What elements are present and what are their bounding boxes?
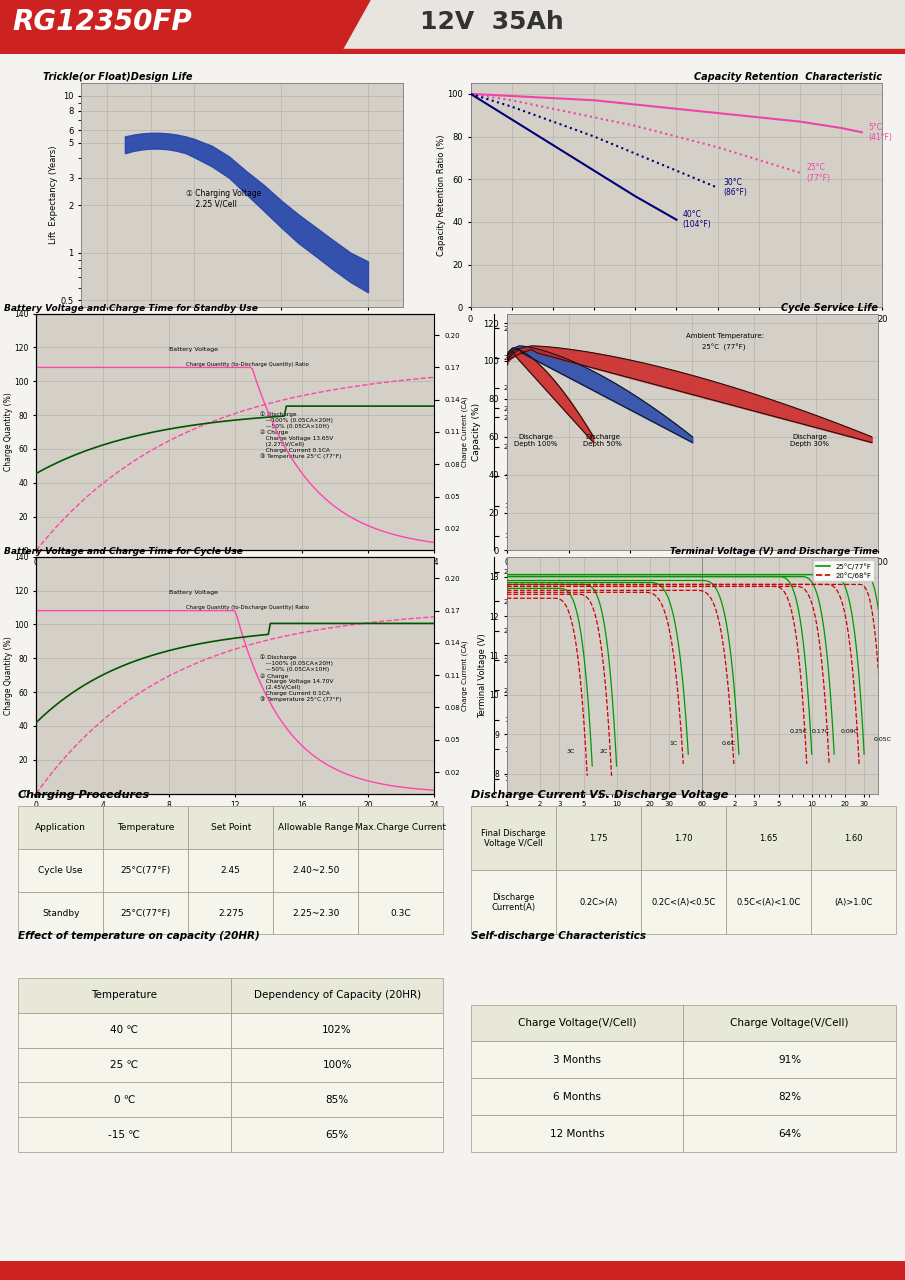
Text: Cycle Service Life: Cycle Service Life [781, 303, 878, 312]
Text: Ambient Temperature:: Ambient Temperature: [686, 333, 764, 339]
Text: 3C: 3C [567, 749, 575, 754]
Text: 12V  35Ah: 12V 35Ah [420, 10, 564, 33]
Text: 2  3   5    10    20 30: 2 3 5 10 20 30 [722, 826, 786, 831]
Text: ① Discharge
   —100% (0.05CA×20H)
   —50% (0.05CA×10H)
② Charge
   Charge Voltag: ① Discharge —100% (0.05CA×20H) —50% (0.0… [261, 655, 342, 703]
Y-axis label: Lift  Expectancy (Years): Lift Expectancy (Years) [49, 146, 58, 244]
Text: Discharge
Depth 50%: Discharge Depth 50% [583, 434, 622, 447]
Y-axis label: Charge Current (CA): Charge Current (CA) [462, 640, 468, 710]
Text: 0.17C: 0.17C [812, 730, 830, 735]
Text: Self-discharge Characteristics: Self-discharge Characteristics [471, 931, 645, 941]
X-axis label: Storage Period (Month): Storage Period (Month) [624, 329, 729, 338]
Text: 0.09C: 0.09C [841, 730, 859, 735]
Text: Terminal Voltage (V) and Discharge Time: Terminal Voltage (V) and Discharge Time [670, 547, 878, 556]
Y-axis label: Charge Quantity (%): Charge Quantity (%) [4, 636, 13, 714]
X-axis label: Number of Cycles (Times): Number of Cycles (Times) [634, 572, 751, 581]
Text: 0.25C: 0.25C [790, 730, 808, 735]
Y-axis label: Battery Voltage (V)/Per Cell: Battery Voltage (V)/Per Cell [517, 632, 521, 718]
Bar [0, 49, 905, 54]
Text: 25°C  (77°F): 25°C (77°F) [701, 344, 745, 351]
Text: 30°C
(86°F): 30°C (86°F) [724, 178, 748, 197]
Y-axis label: Terminal Voltage (V): Terminal Voltage (V) [478, 632, 487, 718]
Text: 0.6C: 0.6C [721, 741, 736, 746]
Text: $\longleftarrow$ Hr $\longrightarrow$: $\longleftarrow$ Hr $\longrightarrow$ [765, 832, 805, 844]
X-axis label: Temperature (°C): Temperature (°C) [203, 329, 281, 338]
Text: Charging Procedures: Charging Procedures [18, 790, 149, 800]
Text: Discharge
Depth 100%: Discharge Depth 100% [514, 434, 557, 447]
Text: RG12350FP: RG12350FP [12, 8, 192, 36]
Text: 40°C
(104°F): 40°C (104°F) [682, 210, 711, 229]
Text: Battery Voltage and Charge Time for Cycle Use: Battery Voltage and Charge Time for Cycl… [5, 547, 243, 556]
Text: Capacity Retention  Characteristic: Capacity Retention Characteristic [694, 73, 882, 82]
Y-axis label: Charge Current (CA): Charge Current (CA) [462, 397, 468, 467]
X-axis label: Charge Time (H): Charge Time (H) [198, 815, 272, 824]
X-axis label: Discharge Time (Min): Discharge Time (Min) [644, 813, 740, 822]
Text: 1  2  3   5   10  20 30  60: 1 2 3 5 10 20 30 60 [518, 826, 595, 831]
Text: Battery Voltage: Battery Voltage [169, 347, 218, 352]
Text: 1C: 1C [669, 741, 677, 746]
Y-axis label: Battery Voltage (V)/Per Cell: Battery Voltage (V)/Per Cell [521, 389, 526, 475]
X-axis label: Charge Time (H): Charge Time (H) [198, 572, 272, 581]
Y-axis label: Charge Quantity (%): Charge Quantity (%) [4, 393, 13, 471]
Text: Discharge Current VS. Discharge Voltage: Discharge Current VS. Discharge Voltage [471, 790, 728, 800]
Text: Battery Voltage: Battery Voltage [169, 590, 218, 595]
Text: 5°C
(41°F): 5°C (41°F) [868, 123, 891, 142]
Text: 25°C
(77°F): 25°C (77°F) [806, 163, 830, 183]
Polygon shape [0, 0, 370, 54]
Legend: 25°C/77°F, 20°C/68°F: 25°C/77°F, 20°C/68°F [814, 561, 874, 581]
Text: ① Discharge
   —100% (0.05CA×20H)
   —50% (0.05CA×10H)
② Charge
   Charge Voltag: ① Discharge —100% (0.05CA×20H) —50% (0.0… [261, 412, 342, 460]
Text: ① Charging Voltage
    2.25 V/Cell: ① Charging Voltage 2.25 V/Cell [186, 189, 261, 209]
Text: Trickle(or Float)Design Life: Trickle(or Float)Design Life [43, 73, 193, 82]
Text: $\longleftarrow$ Min $\longrightarrow$: $\longleftarrow$ Min $\longrightarrow$ [550, 832, 596, 844]
Y-axis label: Capacity Retention Ratio (%): Capacity Retention Ratio (%) [437, 134, 446, 256]
Text: Effect of temperature on capacity (20HR): Effect of temperature on capacity (20HR) [18, 931, 260, 941]
Text: Battery Voltage and Charge Time for Standby Use: Battery Voltage and Charge Time for Stan… [5, 303, 258, 312]
Y-axis label: Capacity (%): Capacity (%) [472, 403, 481, 461]
Text: Discharge
Depth 30%: Discharge Depth 30% [790, 434, 829, 447]
Text: 2C: 2C [600, 749, 608, 754]
Text: Charge Quantity (to-Discharge Quantity) Ratio: Charge Quantity (to-Discharge Quantity) … [186, 605, 309, 611]
Text: Charge Quantity (to-Discharge Quantity) Ratio: Charge Quantity (to-Discharge Quantity) … [186, 362, 309, 367]
Text: 0.05C: 0.05C [873, 737, 891, 742]
